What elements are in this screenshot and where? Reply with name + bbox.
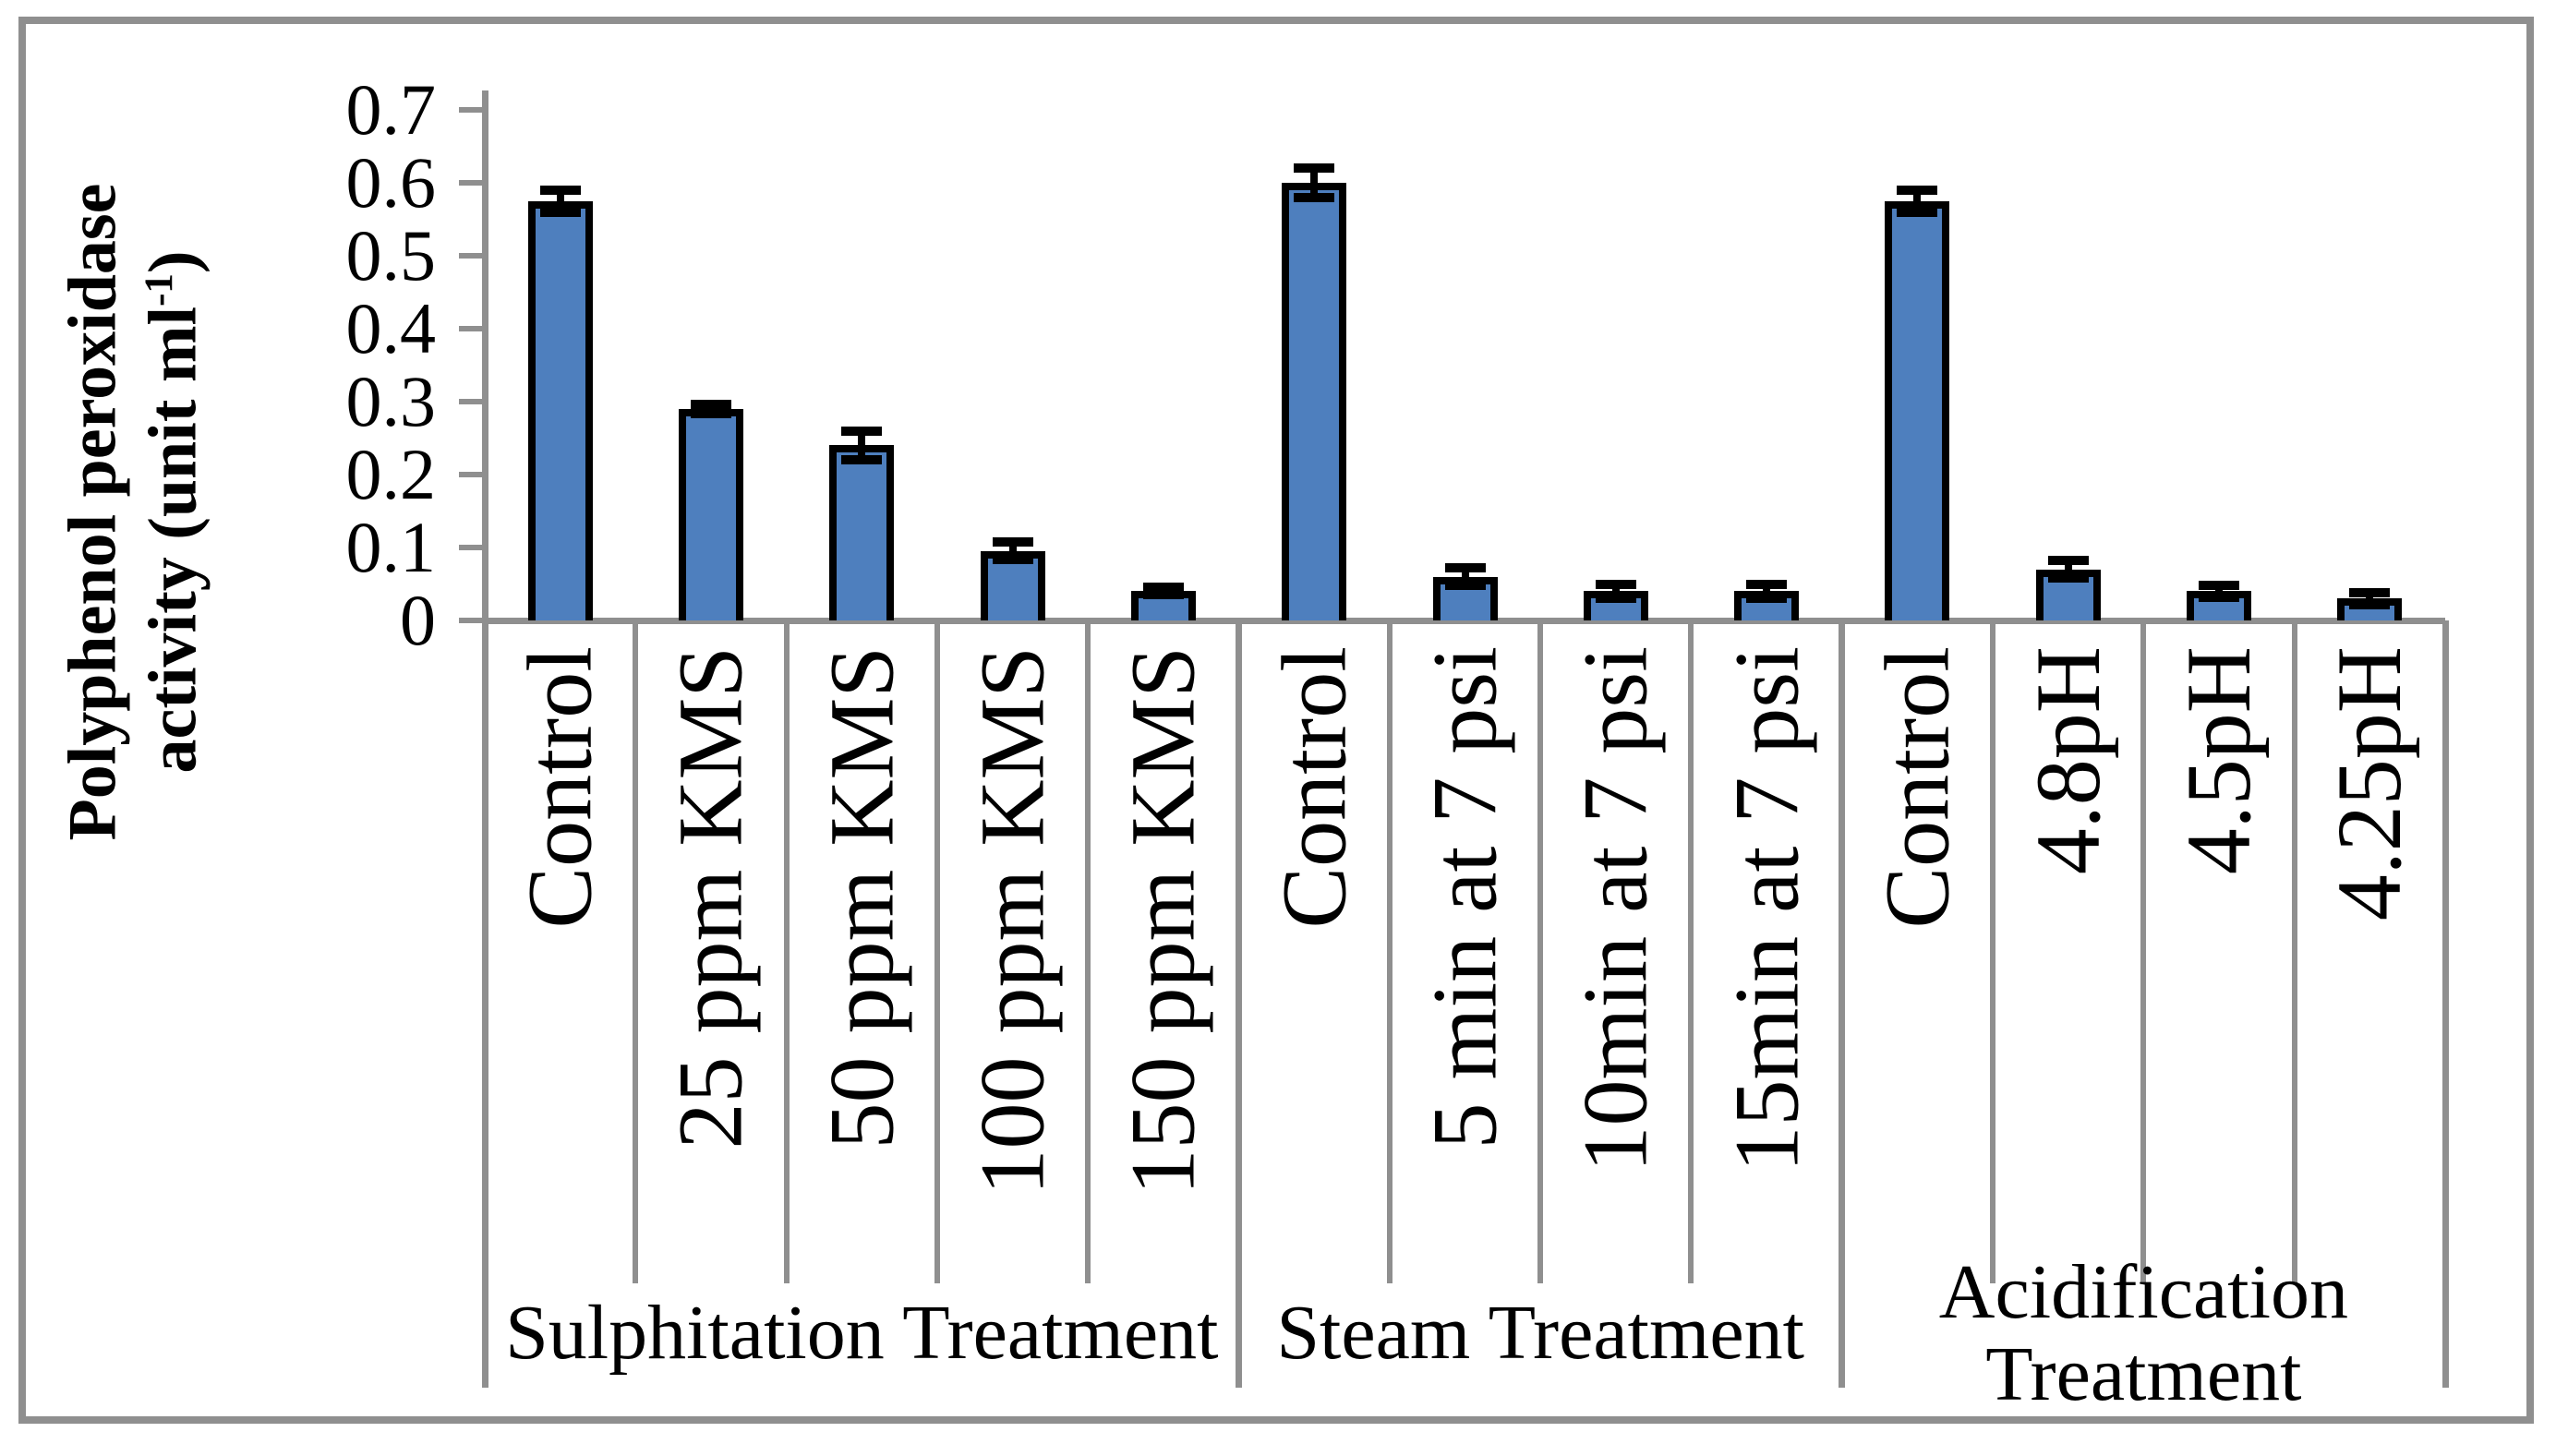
error-bar bbox=[1310, 168, 1319, 198]
error-bar-cap bbox=[690, 400, 731, 410]
category-separator bbox=[934, 620, 940, 1283]
category-label-text: 15min at 7 psi bbox=[1715, 646, 1818, 1173]
error-bar-cap bbox=[1595, 594, 1636, 604]
error-bar-cap bbox=[1142, 583, 1184, 593]
category-separator bbox=[2140, 620, 2147, 1283]
error-bar-cap bbox=[992, 537, 1033, 548]
group-separator bbox=[1236, 620, 1243, 1388]
error-bar bbox=[1913, 189, 1922, 212]
x-baseline bbox=[485, 617, 2445, 624]
group-label-line: Sulphitation Treatment bbox=[505, 1290, 1219, 1377]
y-tick-label: 0.6 bbox=[345, 142, 437, 223]
error-bar-cap bbox=[2047, 556, 2089, 566]
group-label: Acidification Treatment bbox=[1842, 1251, 2445, 1415]
error-bar bbox=[2064, 560, 2072, 579]
bar bbox=[2035, 569, 2101, 620]
error-bar bbox=[858, 430, 866, 461]
error-bar-cap bbox=[2047, 573, 2089, 584]
y-tick-label: 0.5 bbox=[345, 215, 437, 295]
error-bar-cap bbox=[992, 555, 1033, 565]
group-label: Sulphitation Treatment bbox=[485, 1279, 1239, 1388]
y-tick-label: 0.7 bbox=[345, 69, 437, 150]
category-label-text: 4.8pH bbox=[2016, 646, 2119, 875]
error-bar-cap bbox=[690, 408, 731, 418]
y-tick-label: 0.2 bbox=[345, 434, 437, 514]
error-bar-cap bbox=[841, 455, 883, 465]
y-tick-label: 0.4 bbox=[345, 288, 437, 368]
y-axis-tick bbox=[459, 180, 485, 186]
category-separator bbox=[1085, 620, 1091, 1283]
category-separator bbox=[1688, 620, 1694, 1283]
category-label-text: Control bbox=[1262, 646, 1366, 929]
category-label-text: 25 ppm KMS bbox=[658, 646, 762, 1149]
error-bar-cap bbox=[1142, 590, 1184, 600]
category-separator bbox=[783, 620, 790, 1283]
error-bar-cap bbox=[841, 426, 883, 436]
error-bar-cap bbox=[2199, 581, 2240, 591]
error-bar-cap bbox=[2349, 587, 2391, 597]
error-bar-cap bbox=[1746, 594, 1788, 604]
error-bar bbox=[1461, 568, 1469, 586]
error-bar-cap bbox=[2199, 592, 2240, 602]
y-tick-label: 0.1 bbox=[345, 507, 437, 587]
error-bar-cap bbox=[1746, 579, 1788, 589]
bar bbox=[527, 200, 593, 620]
y-axis-tick bbox=[459, 326, 485, 331]
category-separator bbox=[2291, 620, 2297, 1283]
category-separator bbox=[1537, 620, 1544, 1283]
category-label-text: 5 min at 7 psi bbox=[1413, 646, 1516, 1149]
error-bar-cap bbox=[2349, 599, 2391, 609]
group-label: Steam Treatment bbox=[1239, 1279, 1842, 1388]
group-label-line: Steam Treatment bbox=[1276, 1290, 1804, 1377]
category-label-text: 150 ppm KMS bbox=[1111, 646, 1214, 1196]
bar bbox=[1282, 183, 1347, 620]
error-bar-cap bbox=[1897, 207, 1938, 217]
error-bar bbox=[1763, 584, 1771, 599]
category-label-text: 4.25pH bbox=[2318, 646, 2421, 921]
error-bar bbox=[1008, 542, 1017, 560]
y-axis-tick bbox=[459, 253, 485, 259]
y-axis-line bbox=[481, 90, 488, 1388]
category-label-text: 10min at 7 psi bbox=[1563, 646, 1667, 1173]
category-label-text: 100 ppm KMS bbox=[960, 646, 1064, 1196]
error-bar-cap bbox=[539, 207, 581, 217]
y-axis-tick bbox=[459, 399, 485, 404]
y-axis-tick bbox=[459, 107, 485, 113]
group-label-line: Acidification bbox=[1938, 1248, 2348, 1335]
category-label-text: Control bbox=[508, 646, 611, 929]
y-axis-tick bbox=[459, 618, 485, 623]
category-label-text: Control bbox=[1865, 646, 1969, 929]
error-bar-cap bbox=[1294, 192, 1335, 202]
error-bar-cap bbox=[539, 185, 581, 195]
group-separator bbox=[2441, 620, 2449, 1388]
bar bbox=[1885, 200, 1950, 620]
category-label-text: 4.5pH bbox=[2167, 646, 2271, 875]
error-bar-cap bbox=[1444, 581, 1486, 591]
error-bar bbox=[556, 189, 564, 212]
group-label-line: Treatment bbox=[1985, 1331, 2302, 1417]
figure-border bbox=[18, 17, 2534, 1424]
category-separator bbox=[633, 620, 639, 1283]
error-bar-cap bbox=[1897, 185, 1938, 195]
category-separator bbox=[1990, 620, 1996, 1283]
group-separator bbox=[1839, 620, 1846, 1388]
error-bar-cap bbox=[1444, 563, 1486, 573]
error-bar-cap bbox=[1595, 579, 1636, 589]
error-bar bbox=[1611, 584, 1620, 599]
category-separator bbox=[1386, 620, 1393, 1283]
error-bar-cap bbox=[1294, 163, 1335, 174]
category-label-text: 50 ppm KMS bbox=[810, 646, 913, 1149]
error-bar bbox=[2215, 585, 2224, 597]
y-tick-label: 0.3 bbox=[345, 361, 437, 441]
y-tick-label: 0 bbox=[400, 580, 436, 660]
y-axis-tick bbox=[459, 545, 485, 550]
error-bar bbox=[2366, 592, 2374, 605]
bar bbox=[829, 445, 895, 620]
y-axis-tick bbox=[459, 472, 485, 477]
bar bbox=[678, 408, 743, 620]
